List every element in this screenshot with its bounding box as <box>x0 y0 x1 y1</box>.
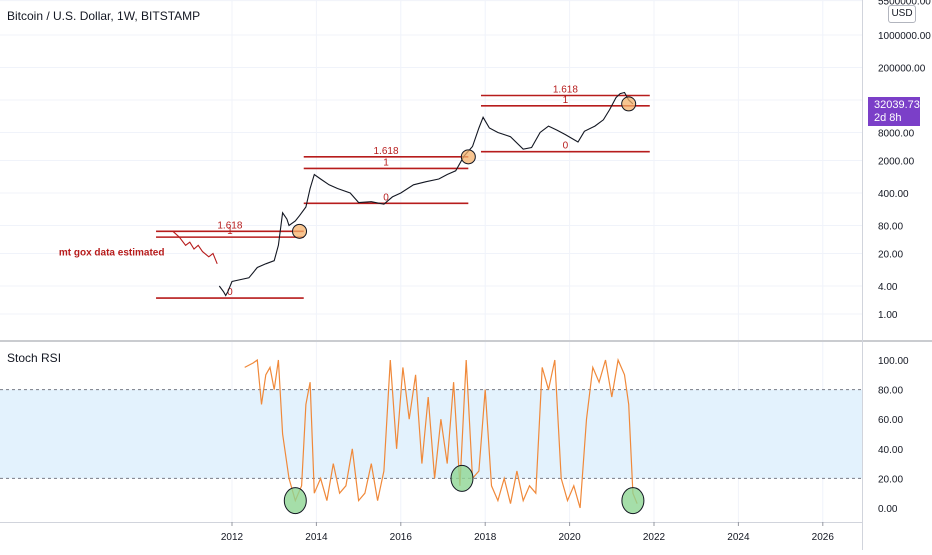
price-axis-tick-label: 200000.00 <box>878 64 926 75</box>
price-axis-tick-label: 80.00 <box>878 222 903 233</box>
price-axis-tick-label: 1.00 <box>878 310 898 321</box>
time-axis-tick-label: 2022 <box>643 532 666 543</box>
chart-title: Bitcoin / U.S. Dollar, 1W, BITSTAMP <box>7 9 201 23</box>
bar-countdown: 2d 8h <box>874 112 902 124</box>
price-axis-tick-label: 4.00 <box>878 282 898 293</box>
grid <box>0 0 862 522</box>
fib-level-label: 1.618 <box>217 220 242 231</box>
time-axis-tick-label: 2020 <box>558 532 581 543</box>
rsi-marker-circle <box>621 487 645 515</box>
series-layer: mt gox data estimated <box>59 91 638 509</box>
last-price-badge: 32039.73 2d 8h <box>868 97 920 126</box>
annotation-label: mt gox data estimated <box>59 248 165 259</box>
price-marker-circle <box>460 149 476 165</box>
rsi-marker-circle <box>283 487 307 515</box>
rsi-axis-tick-label: 40.00 <box>878 445 903 456</box>
price-axis-tick-label: 20.00 <box>878 250 903 261</box>
rsi-axis-tick-label: 100.00 <box>878 356 909 367</box>
price-axis-tick-label: 8000.00 <box>878 129 915 140</box>
price-axis-tick-label: 400.00 <box>878 189 909 200</box>
rsi-axis-tick-label: 60.00 <box>878 415 903 426</box>
rsi-panel-title: Stoch RSI <box>7 351 62 365</box>
fib-level-label: 1 <box>563 95 569 106</box>
last-price: 32039.73 <box>874 99 920 111</box>
currency-button[interactable]: USD <box>888 5 916 23</box>
stoch-rsi-line <box>244 357 638 509</box>
fib-level-label: 1.618 <box>553 84 578 95</box>
time-axis-tick-label: 2026 <box>812 532 835 543</box>
price-marker-circle <box>292 223 308 239</box>
price-axis-tick-label: 5500000.00 <box>878 0 931 8</box>
rsi-axis-tick-label: 0.00 <box>878 504 898 515</box>
price-marker-circle <box>621 96 637 112</box>
time-axis-tick-label: 2018 <box>474 532 497 543</box>
estimated-price-line <box>172 230 218 265</box>
time-axis-tick-label: 2016 <box>390 532 413 543</box>
price-axis-tick-label: 2000.00 <box>878 157 915 168</box>
price-axis-tick-label: 1000000.00 <box>878 31 931 42</box>
fib-level-label: 0 <box>383 192 389 203</box>
fib-level-label: 1 <box>383 157 389 168</box>
rsi-marker-circle <box>450 464 474 492</box>
time-axis-tick-label: 2014 <box>305 532 328 543</box>
price-line <box>218 91 634 297</box>
marker-layer <box>283 96 645 515</box>
time-axis-tick-label: 2012 <box>221 532 244 543</box>
rsi-axis-tick-label: 20.00 <box>878 474 903 485</box>
fib-level-label: 1 <box>227 226 233 237</box>
fib-level-label: 1.618 <box>374 146 399 157</box>
time-axis-tick-label: 2024 <box>727 532 750 543</box>
rsi-axis-tick-label: 80.00 <box>878 386 903 397</box>
fib-level-label: 0 <box>227 287 233 298</box>
fib-level-label: 0 <box>563 141 569 152</box>
